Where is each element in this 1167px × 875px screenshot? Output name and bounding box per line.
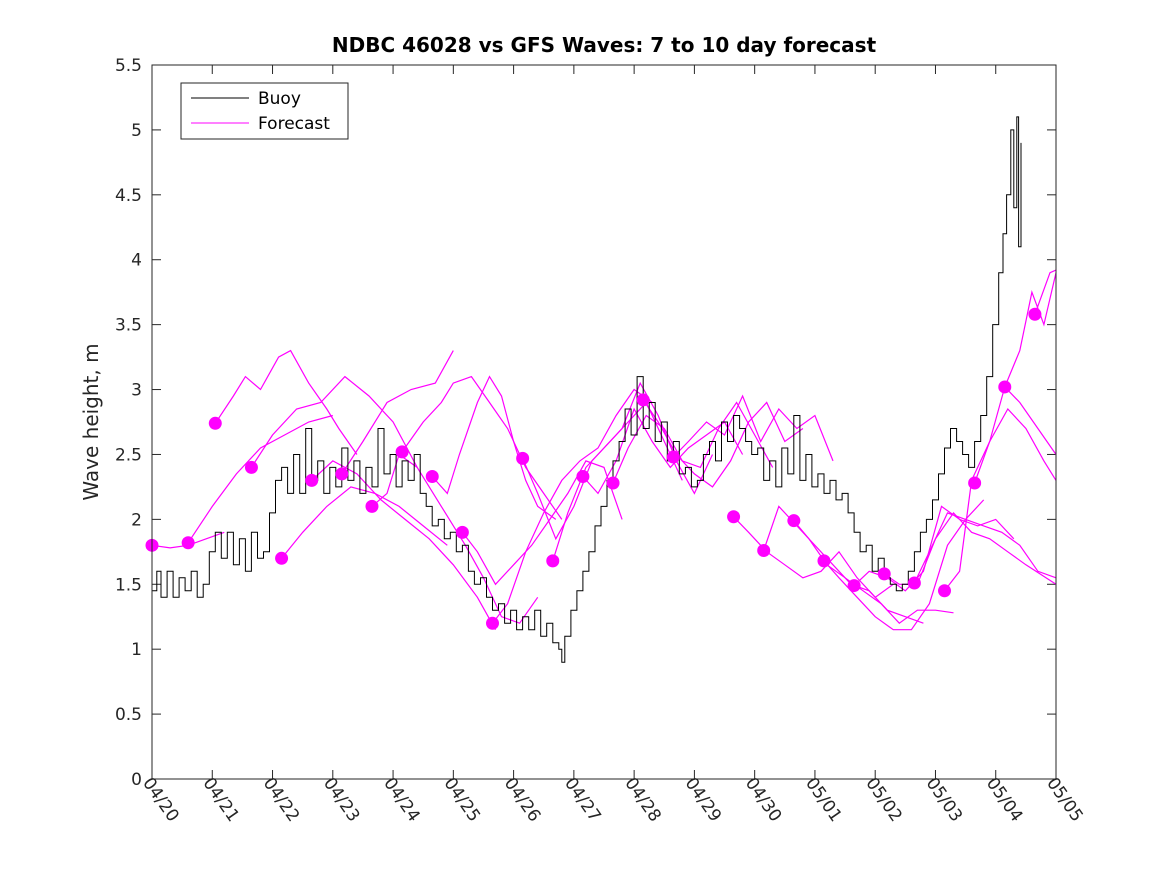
forecast-start-marker xyxy=(607,477,620,490)
forecast-start-marker xyxy=(576,470,589,483)
legend-forecast-label: Forecast xyxy=(258,114,330,134)
forecast-start-marker xyxy=(546,554,559,567)
y-tick-label: 4 xyxy=(131,251,142,271)
forecast-start-marker xyxy=(516,452,529,465)
y-tick-label: 0.5 xyxy=(115,705,142,725)
forecast-start-marker xyxy=(667,451,680,464)
chart-title: NDBC 46028 vs GFS Waves: 7 to 10 day for… xyxy=(332,33,877,57)
y-tick-label: 5 xyxy=(131,121,142,141)
forecast-start-marker xyxy=(486,617,499,630)
forecast-start-marker xyxy=(182,536,195,549)
y-tick-label: 1.5 xyxy=(115,575,142,595)
forecast-start-marker xyxy=(998,380,1011,393)
forecast-start-marker xyxy=(426,470,439,483)
y-tick-label: 3 xyxy=(131,381,142,401)
forecast-start-marker xyxy=(908,576,921,589)
forecast-start-marker xyxy=(938,584,951,597)
y-tick-label: 3.5 xyxy=(115,316,142,336)
forecast-start-marker xyxy=(968,477,981,490)
legend-buoy-label: Buoy xyxy=(258,89,301,109)
chart: 04/20 04/21 04/22 04/23 04/24 04/25 04/26 04/27… xyxy=(0,0,1167,875)
y-tick-label: 2.5 xyxy=(115,445,142,465)
forecast-start-marker xyxy=(456,526,469,539)
y-axis-label: Wave height, m xyxy=(79,343,103,500)
y-tick-label: 0 xyxy=(131,770,142,790)
forecast-start-marker xyxy=(727,510,740,523)
forecast-start-marker xyxy=(275,552,288,565)
forecast-start-marker xyxy=(245,461,258,474)
forecast-start-marker xyxy=(637,393,650,406)
forecast-start-marker xyxy=(787,514,800,527)
forecast-start-marker xyxy=(365,500,378,513)
forecast-start-marker xyxy=(757,544,770,557)
plot-area xyxy=(152,65,1056,779)
forecast-start-marker xyxy=(305,474,318,487)
forecast-start-marker xyxy=(335,467,348,480)
forecast-start-marker xyxy=(1028,308,1041,321)
y-tick-label: 2 xyxy=(131,510,142,530)
y-tick-label: 4.5 xyxy=(115,186,142,206)
forecast-start-marker xyxy=(848,579,861,592)
forecast-start-marker xyxy=(396,445,409,458)
legend: Buoy Forecast xyxy=(181,83,348,139)
y-tick-label: 1 xyxy=(131,640,142,660)
forecast-start-marker xyxy=(209,417,222,430)
forecast-start-marker xyxy=(878,567,891,580)
forecast-start-marker xyxy=(817,554,830,567)
y-tick-label: 5.5 xyxy=(115,56,142,76)
